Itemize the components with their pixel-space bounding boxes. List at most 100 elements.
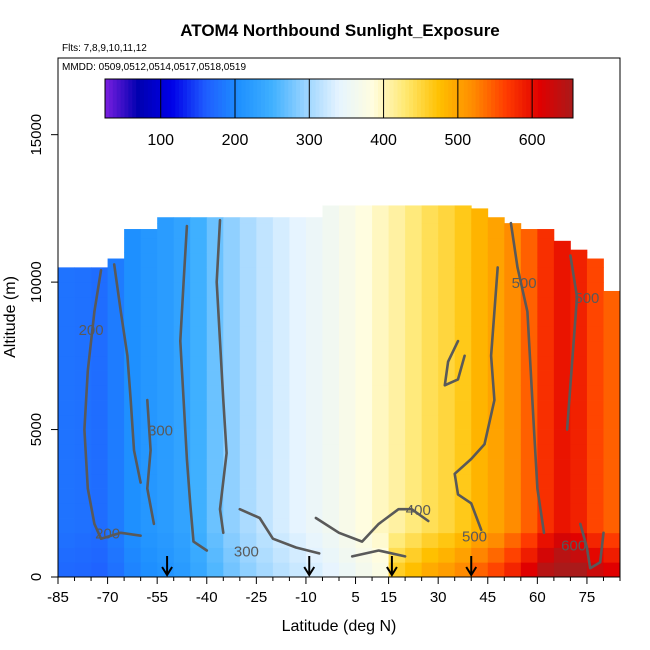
heat-cell <box>388 414 406 430</box>
heat-cell <box>570 444 588 460</box>
heat-cell <box>107 258 125 268</box>
heat-cell <box>256 459 274 475</box>
colorbar-segment <box>140 79 145 118</box>
colorbar-segment <box>514 79 519 118</box>
heat-cell <box>355 267 373 283</box>
colorbar-segment <box>487 79 492 118</box>
heat-cell <box>388 311 406 327</box>
heat-cell <box>421 532 439 548</box>
heat-cell <box>504 282 522 298</box>
heat-cell <box>157 237 175 254</box>
heat-cell <box>322 326 340 342</box>
heat-cell <box>438 326 456 342</box>
heat-cell <box>372 341 389 357</box>
colorbar-segment <box>144 79 149 118</box>
heat-cell <box>124 341 142 357</box>
heat-cell <box>355 488 373 504</box>
colorbar-segment <box>233 79 239 118</box>
colorbar-tick-label: 100 <box>147 132 174 149</box>
heat-cell <box>74 400 92 416</box>
colorbar-segment <box>214 79 219 118</box>
heat-cell <box>305 341 323 357</box>
contour-label: 500 <box>512 275 537 292</box>
heat-cell <box>355 326 373 342</box>
heat-cell <box>487 473 505 489</box>
heat-cell <box>74 518 92 534</box>
colorbar-segment <box>331 79 336 118</box>
heat-cell <box>355 385 373 401</box>
heat-cell <box>520 532 538 548</box>
heat-cell <box>157 562 175 578</box>
colorbar-segment <box>108 79 114 118</box>
heat-cell <box>553 341 571 357</box>
heat-cell <box>289 429 307 445</box>
heat-cell <box>603 311 621 327</box>
heat-cell <box>305 296 323 312</box>
heat-cell <box>405 282 423 298</box>
colorbar-segment <box>210 79 215 118</box>
heat-cell <box>454 237 472 254</box>
heat-cell <box>454 296 472 312</box>
heat-cell <box>107 562 125 578</box>
heat-cell <box>157 282 175 298</box>
heat-cell <box>272 370 290 386</box>
heat-cell <box>157 223 175 239</box>
heat-cell <box>405 296 423 312</box>
colorbar-tick-label: 500 <box>445 132 472 149</box>
heat-cell <box>372 488 389 504</box>
heat-cell <box>537 282 555 298</box>
heat-cell <box>190 562 208 578</box>
colorbar-segment <box>229 79 235 118</box>
heat-cell <box>570 547 588 563</box>
heat-cell <box>124 488 142 504</box>
heat-cell <box>471 488 489 504</box>
heat-cell <box>421 223 439 239</box>
heat-cell <box>124 370 142 386</box>
heat-cell <box>438 205 456 209</box>
colorbar-segment <box>444 79 449 118</box>
heat-cell <box>537 562 555 578</box>
heat-cell <box>339 341 356 357</box>
contour-line-300 <box>238 507 321 555</box>
heat-cell <box>504 459 522 475</box>
heat-cell <box>74 562 92 578</box>
colorbar-segment <box>463 79 469 118</box>
heat-cell <box>339 429 356 445</box>
heat-cell <box>305 444 323 460</box>
colorbar-tick-label: 400 <box>370 132 397 149</box>
heat-cell <box>206 488 224 504</box>
heat-cell <box>256 444 274 460</box>
heat-cell <box>405 208 423 224</box>
heat-cell <box>272 341 290 357</box>
heat-cell <box>520 518 538 534</box>
heat-cell <box>107 296 125 312</box>
heat-cell <box>223 414 241 430</box>
heat-cell <box>206 370 224 386</box>
heat-cell <box>223 547 241 563</box>
heat-cell <box>537 326 555 342</box>
heat-cell <box>124 400 142 416</box>
colorbar-segment <box>179 79 184 118</box>
heat-cell <box>157 459 175 475</box>
heat-cell <box>603 532 621 548</box>
heat-cell <box>339 459 356 475</box>
heat-cell <box>537 400 555 416</box>
heat-cell <box>58 282 75 298</box>
heat-cell <box>603 341 621 357</box>
heat-cell <box>206 296 224 312</box>
heat-cell <box>157 503 175 519</box>
heat-cell <box>603 326 621 342</box>
heat-cell <box>405 459 423 475</box>
heat-cell <box>339 296 356 312</box>
heat-cell <box>421 459 439 475</box>
heat-cell <box>355 311 373 327</box>
heat-cell <box>603 370 621 386</box>
heat-cell <box>91 547 108 563</box>
heat-cell <box>305 503 323 519</box>
heat-cell <box>372 400 389 416</box>
heat-cell <box>157 532 175 548</box>
heat-cell <box>454 444 472 460</box>
heat-cell <box>487 252 505 268</box>
heat-cell <box>239 267 257 283</box>
heat-cell <box>239 488 257 504</box>
